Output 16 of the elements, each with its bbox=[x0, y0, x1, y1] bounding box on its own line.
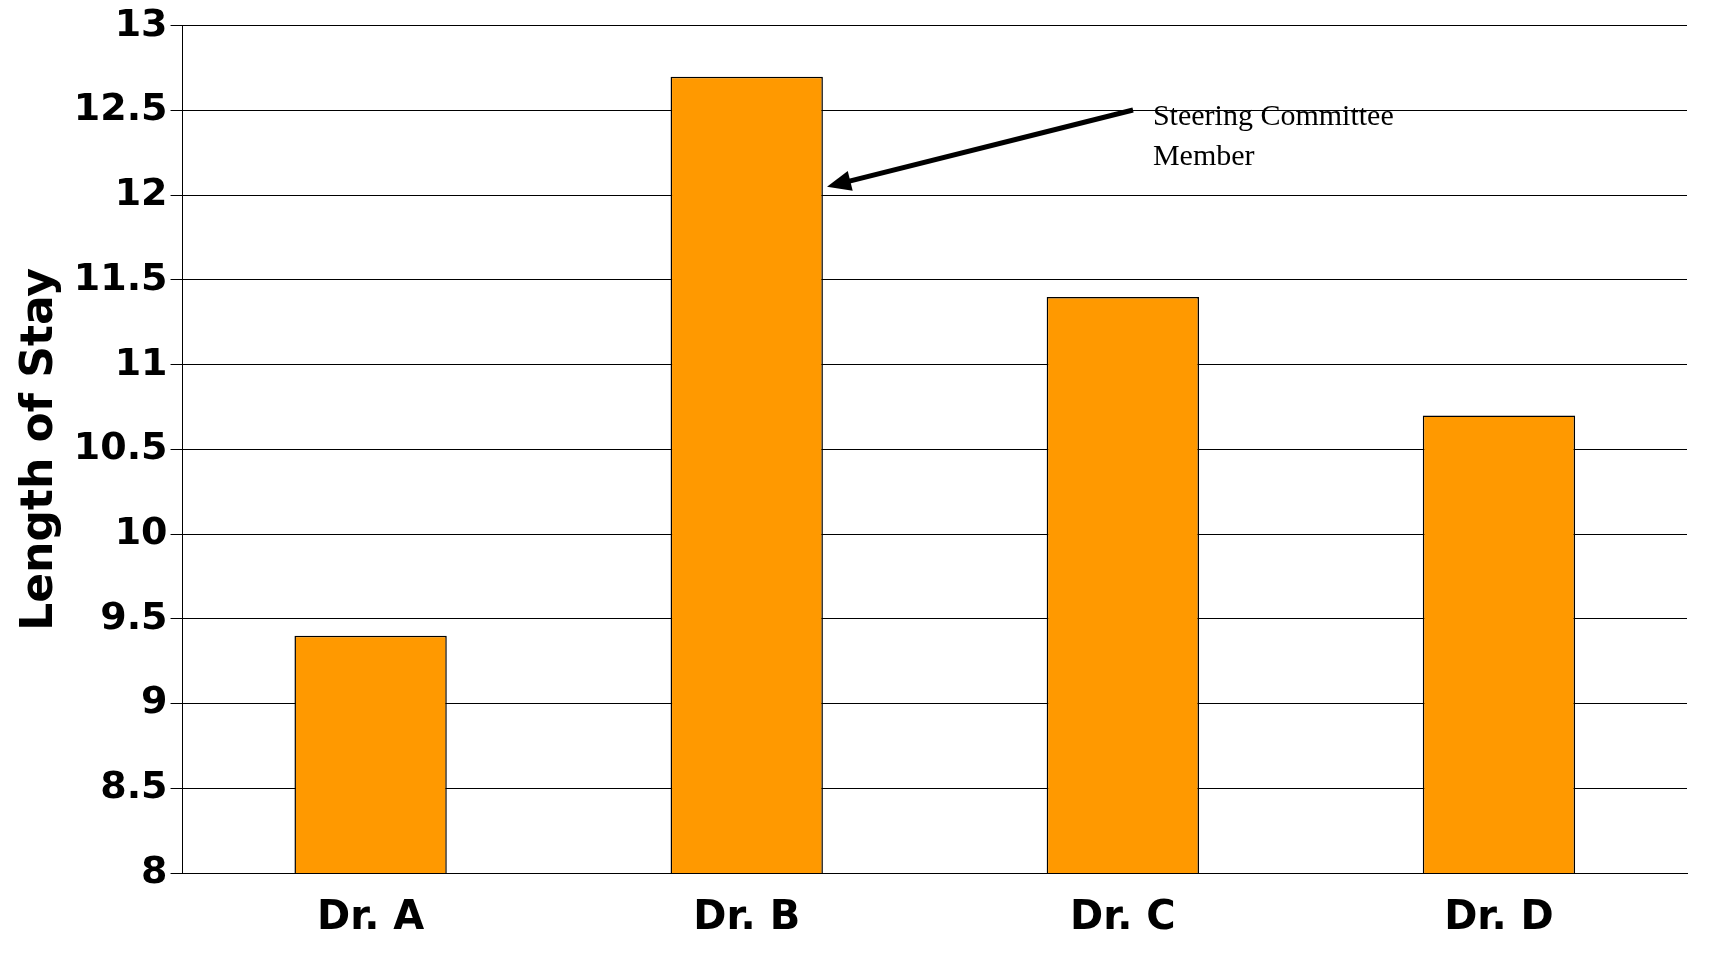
y-tick-label: 11.5 bbox=[73, 254, 168, 299]
x-tick-label: Dr. C bbox=[1069, 892, 1176, 939]
y-tick-label: 11 bbox=[114, 339, 168, 384]
y-tick-label: 8 bbox=[141, 847, 168, 892]
y-tick-label: 13 bbox=[114, 0, 168, 45]
y-axis-title: Length of Stay bbox=[10, 267, 62, 631]
y-tick-label: 12 bbox=[114, 170, 168, 215]
y-tick-label: 9.5 bbox=[100, 593, 168, 638]
x-tick-label: Dr. D bbox=[1444, 892, 1554, 939]
y-tick-label: 8.5 bbox=[100, 763, 168, 808]
y-tick-label: 12.5 bbox=[73, 85, 168, 130]
y-tick-label: 9 bbox=[141, 678, 168, 723]
y-tick-label: 10.5 bbox=[73, 424, 168, 469]
x-tick-label: Dr. B bbox=[693, 892, 801, 939]
x-tick-label: Dr. A bbox=[316, 892, 425, 939]
y-tick-label: 10 bbox=[114, 508, 168, 553]
